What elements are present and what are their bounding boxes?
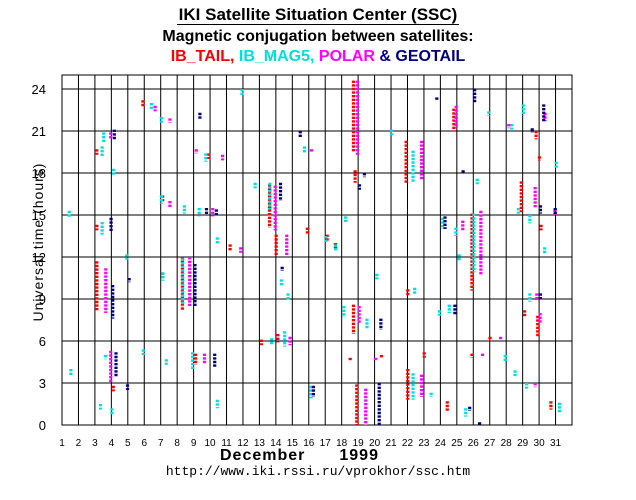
- legend-ib-mag5: IB_MAG5: [238, 48, 310, 65]
- x-tick-label: 16: [303, 438, 315, 449]
- x-tick-label: 12: [237, 438, 249, 449]
- legend-separator: ,: [310, 48, 315, 65]
- x-tick-label: 27: [484, 438, 496, 449]
- x-tick-label: 18: [336, 438, 348, 449]
- x-tick-label: 14: [270, 438, 282, 449]
- x-tick-label: 10: [205, 438, 217, 449]
- satellite-legend: IB_TAIL, IB_MAG5, POLAR & GEOTAIL: [0, 48, 636, 66]
- x-tick-label: 29: [517, 438, 529, 449]
- chart-title: IKI Satellite Situation Center (SSC): [176, 5, 460, 25]
- y-tick-label: 21: [32, 124, 46, 139]
- plot-frame: [61, 74, 573, 426]
- y-tick-label: 12: [32, 250, 46, 265]
- x-tick-label: 20: [369, 438, 381, 449]
- legend-ib-tail: IB_TAIL: [170, 48, 230, 65]
- x-tick-label: 31: [550, 438, 562, 449]
- x-tick-label: 26: [468, 438, 480, 449]
- x-tick-label: 25: [451, 438, 463, 449]
- chart-subtitle: Magnetic conjugation between satellites:: [162, 28, 474, 45]
- x-tick-label: 3: [92, 438, 98, 449]
- x-tick-label: 21: [385, 438, 397, 449]
- x-tick-label: 19: [353, 438, 365, 449]
- x-tick-label: 23: [418, 438, 430, 449]
- y-tick-label: 15: [32, 208, 46, 223]
- x-tick-label: 30: [534, 438, 546, 449]
- x-tick-label: 6: [141, 438, 147, 449]
- y-tick-label: 24: [32, 82, 46, 97]
- x-tick-label: 13: [254, 438, 266, 449]
- y-axis-label: Universal time (hours): [30, 162, 46, 322]
- x-tick-label: 4: [109, 438, 115, 449]
- y-tick-label: 3: [39, 376, 46, 391]
- year-label: 1999: [339, 447, 379, 464]
- x-tick-label: 8: [174, 438, 180, 449]
- x-tick-label: 5: [125, 438, 131, 449]
- x-tick-label: 28: [501, 438, 513, 449]
- x-tick-label: 11: [221, 438, 232, 449]
- x-tick-label: 2: [76, 438, 82, 449]
- x-tick-label: 9: [191, 438, 197, 449]
- legend-ampersand: &: [379, 48, 391, 65]
- x-tick-label: 22: [402, 438, 414, 449]
- y-tick-label: 9: [39, 292, 46, 307]
- x-tick-label: 17: [320, 438, 332, 449]
- legend-geotail: GEOTAIL: [395, 48, 466, 65]
- x-tick-label: 7: [158, 438, 164, 449]
- x-tick-label: 24: [435, 438, 447, 449]
- x-tick-label: 1: [59, 438, 65, 449]
- source-url: http://www.iki.rssi.ru/vprokhor/ssc.htm: [165, 464, 471, 479]
- y-tick-label: 18: [32, 166, 46, 181]
- legend-separator: ,: [229, 48, 235, 65]
- y-tick-label: 6: [39, 334, 46, 349]
- x-axis-label: December 1999: [220, 447, 510, 465]
- month-label: December: [220, 447, 306, 464]
- legend-polar: POLAR: [318, 48, 375, 65]
- x-tick-label: 15: [287, 438, 299, 449]
- y-tick-label: 0: [39, 418, 46, 433]
